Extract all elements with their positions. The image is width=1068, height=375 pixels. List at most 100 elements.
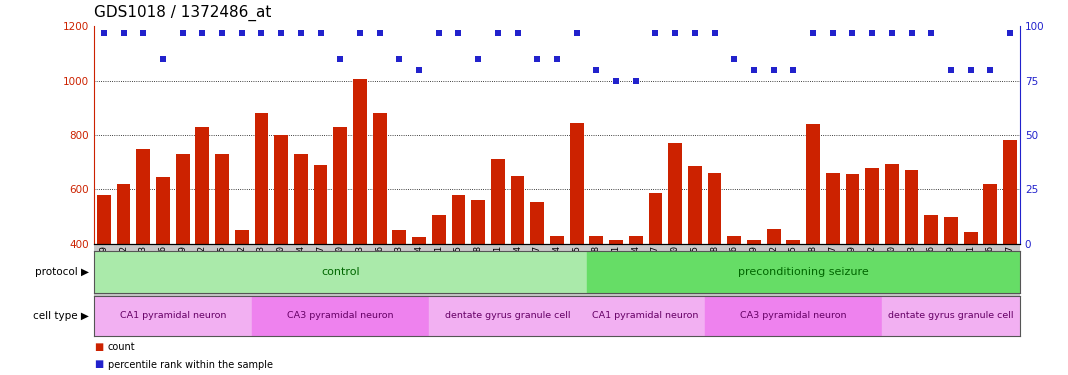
Bar — [94, 251, 586, 292]
Bar — [727, 236, 741, 352]
Bar — [609, 240, 623, 352]
Point — [391, 56, 408, 62]
Bar — [412, 237, 426, 352]
Text: cell type ▶: cell type ▶ — [33, 311, 89, 321]
Bar — [963, 231, 977, 352]
Point — [904, 30, 921, 36]
Bar — [806, 124, 820, 352]
Point — [765, 67, 782, 73]
Point — [233, 30, 250, 36]
Point — [214, 30, 231, 36]
Bar — [314, 165, 328, 352]
Text: dentate gyrus granule cell: dentate gyrus granule cell — [445, 311, 570, 320]
Point — [568, 30, 585, 36]
Point — [529, 56, 546, 62]
Text: control: control — [321, 267, 360, 277]
Bar — [254, 113, 268, 352]
Bar — [274, 135, 288, 352]
Bar — [195, 127, 209, 352]
Bar — [429, 296, 586, 336]
Bar — [116, 184, 130, 352]
Point — [489, 30, 506, 36]
Point — [174, 30, 191, 36]
Point — [332, 56, 349, 62]
Point — [312, 30, 329, 36]
Text: ■: ■ — [94, 360, 104, 369]
Bar — [97, 195, 111, 352]
Point — [115, 30, 132, 36]
Point — [864, 30, 881, 36]
Bar — [865, 168, 879, 352]
Point — [135, 30, 152, 36]
Point — [706, 30, 723, 36]
Point — [844, 30, 861, 36]
Point — [745, 67, 763, 73]
Bar — [215, 154, 229, 352]
Bar — [688, 166, 702, 352]
Bar — [452, 195, 466, 352]
Point — [1002, 30, 1019, 36]
Bar — [1003, 140, 1017, 352]
Text: CA1 pyramidal neuron: CA1 pyramidal neuron — [593, 311, 698, 320]
Bar — [708, 173, 722, 352]
Bar — [392, 230, 406, 352]
Point — [193, 30, 210, 36]
Bar — [252, 296, 429, 336]
Text: ■: ■ — [94, 342, 104, 352]
Bar — [648, 194, 662, 352]
Bar — [511, 176, 524, 352]
Point — [923, 30, 940, 36]
Point — [647, 30, 664, 36]
Bar — [491, 159, 505, 352]
Text: CA3 pyramidal neuron: CA3 pyramidal neuron — [287, 311, 393, 320]
Bar — [586, 251, 1020, 292]
Point — [608, 78, 625, 84]
Bar — [94, 296, 252, 336]
Point — [627, 78, 644, 84]
Point — [726, 56, 743, 62]
Bar — [431, 215, 445, 352]
Point — [272, 30, 289, 36]
Point — [371, 30, 388, 36]
Bar — [882, 296, 1020, 336]
Bar — [471, 200, 485, 352]
Bar — [373, 113, 387, 352]
Text: GDS1018 / 1372486_at: GDS1018 / 1372486_at — [94, 4, 271, 21]
Bar — [748, 240, 760, 352]
Text: percentile rank within the sample: percentile rank within the sample — [108, 360, 272, 369]
Bar — [354, 79, 366, 352]
Point — [450, 30, 467, 36]
Bar — [156, 177, 170, 352]
Text: CA1 pyramidal neuron: CA1 pyramidal neuron — [120, 311, 226, 320]
Bar — [569, 123, 583, 352]
Bar — [925, 215, 938, 352]
Bar — [705, 296, 882, 336]
Bar — [550, 236, 564, 352]
Text: dentate gyrus granule cell: dentate gyrus granule cell — [889, 311, 1014, 320]
Bar — [137, 148, 151, 352]
Point — [95, 30, 112, 36]
Bar — [846, 174, 860, 352]
Point — [548, 56, 565, 62]
Point — [687, 30, 704, 36]
Bar — [586, 296, 705, 336]
Point — [981, 67, 999, 73]
Point — [470, 56, 487, 62]
Bar — [294, 154, 308, 352]
Bar — [905, 170, 918, 352]
Point — [509, 30, 527, 36]
Point — [351, 30, 368, 36]
Text: protocol ▶: protocol ▶ — [34, 267, 89, 277]
Text: count: count — [108, 342, 136, 352]
Point — [430, 30, 447, 36]
Bar — [176, 154, 189, 352]
Bar — [826, 173, 839, 352]
Bar — [235, 230, 249, 352]
Point — [155, 56, 172, 62]
Bar — [333, 127, 347, 352]
Point — [253, 30, 270, 36]
Point — [785, 67, 802, 73]
Point — [883, 30, 900, 36]
Bar — [767, 229, 781, 352]
Point — [962, 67, 979, 73]
